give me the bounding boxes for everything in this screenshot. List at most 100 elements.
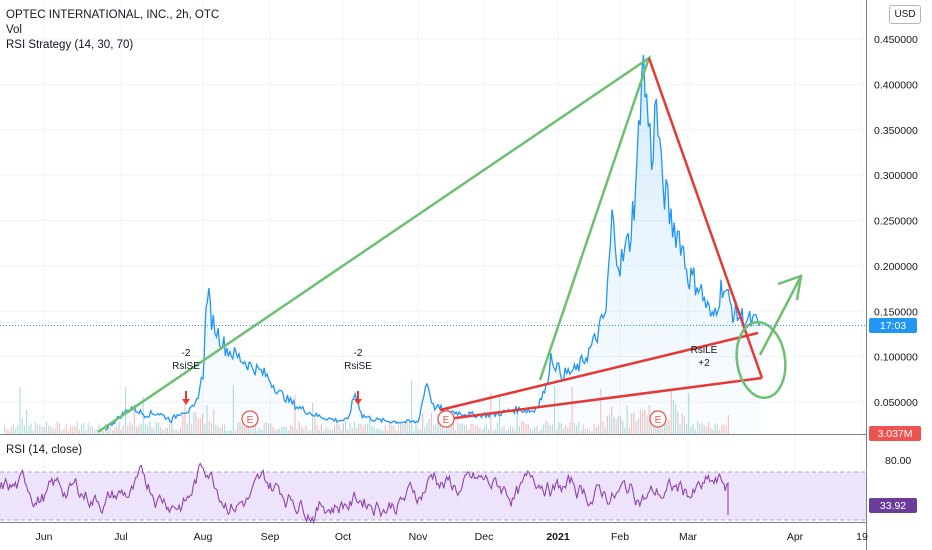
volume-bar [105,423,107,434]
volume-bar [50,426,52,434]
rsi-badge-bg [869,498,917,513]
volume-bar [63,428,65,434]
time-tick-label: 19 [856,531,868,543]
volume-bar [87,422,89,434]
time-tick-label: Oct [335,531,351,543]
volume-bar [37,424,39,434]
green-arrow-head [777,274,803,301]
volume-bar [61,430,63,434]
price-tick-label: 0.350000 [874,125,918,137]
time-tick-label: Jun [36,531,53,543]
axis-badges: 17:03 3.037M 33.92 [869,318,921,513]
red-upper-line [439,331,759,412]
time-tick-label: Nov [409,531,428,543]
volume-bar [98,424,100,434]
volume-bar [34,422,36,434]
rsi-tick-label: 80.00 [885,455,911,467]
earnings-marker-label: E [655,415,662,426]
volume-bar [65,423,67,434]
volume-bar [70,426,72,434]
grid-lines [0,0,866,522]
vol-legend[interactable]: Vol [6,24,22,36]
price-tick-label: 0.050000 [874,397,918,409]
volume-bar [78,429,80,434]
symbol-title[interactable]: OPTEC INTERNATIONAL, INC., 2h, OTC [6,9,220,21]
volume-bar [59,423,61,434]
earnings-marker [649,410,667,428]
volume-bar [12,424,14,434]
volume-bar [19,386,21,434]
volume-bar [92,426,94,434]
time-tick-label: Dec [475,531,494,543]
volume-bar [74,426,76,434]
volume-bar [30,423,32,434]
short-signal-arrow-head [182,399,190,405]
strategy-legend[interactable]: RSI Strategy (14, 30, 70) [6,39,134,51]
price-badge-text: 17:03 [880,320,906,332]
red-falling-line [647,57,764,379]
long-signal-label: RsiLE [691,345,718,356]
volume-bar [4,426,6,434]
volume-bar [21,418,23,434]
price-series-line [105,54,761,431]
short-signal-arrow-head [354,399,362,405]
currency-button[interactable]: USD [889,5,921,24]
earnings-marker [437,410,455,428]
volume-bar [23,425,25,434]
volume-bar [41,426,43,434]
volume-bar [96,429,98,434]
volume-bar [54,428,56,434]
volume-bar [499,394,501,434]
time-tick-label: Mar [679,531,698,543]
volume-bar [6,428,8,434]
time-axis-labels: Jun Jul Aug Sep Oct Nov Dec 2021 Feb Mar Apr 19 [36,531,868,543]
earnings-marker-label: E [247,415,254,426]
price-tick-label: 0.450000 [874,34,918,46]
volume-bar [26,409,28,434]
short-signal-label: RsiSE [344,361,372,372]
short-signal-qty: -2 [354,348,363,359]
volume-bar [67,430,69,434]
time-tick-label: Feb [611,531,629,543]
price-tick-label: 0.400000 [874,79,918,91]
volume-bar [83,422,85,434]
time-tick-label: Sep [261,531,280,543]
earnings-marker-label: E [443,415,450,426]
volume-bar [100,429,102,434]
rsi-badge-text: 33.92 [880,500,906,512]
short-signal-label: RsiSE [172,361,200,372]
volume-bar [28,425,30,434]
vol-badge-text: 3.037M [877,428,912,440]
time-tick-label: Jul [114,531,127,543]
volume-bar [8,430,10,434]
volume-bar [72,426,74,434]
time-tick-label: Apr [787,531,804,543]
volume-bar [15,428,17,434]
volume-bar [45,421,47,434]
volume-bar [94,428,96,434]
strategy-signals: -2 RsiSE -2 RsiSE RsiLE +2 [172,345,718,405]
volume-bar [43,426,45,434]
trend-drawings [97,54,803,434]
earnings-marker [241,410,259,428]
price-tick-label: 0.100000 [874,352,918,364]
volume-bar [10,426,12,434]
price-tick-label: 0.300000 [874,170,918,182]
volume-bar [39,424,41,434]
chart-legend: OPTEC INTERNATIONAL, INC., 2h, OTC Vol R… [6,8,219,53]
volume-bar [85,430,87,434]
time-tick-label: Aug [194,531,213,543]
red-lower-line [439,376,763,422]
volume-bar [48,426,50,434]
volume-bar [32,430,34,434]
rsi-legend[interactable]: RSI (14, close) [6,444,83,456]
rsi-series-line [0,462,729,525]
vol-badge-bg [869,426,921,441]
price-tick-label: 0.250000 [874,216,918,228]
price-tick-label: 0.200000 [874,261,918,273]
volume-bar [76,422,78,434]
green-circle-drawing [735,320,787,400]
volume-bar [103,430,105,434]
